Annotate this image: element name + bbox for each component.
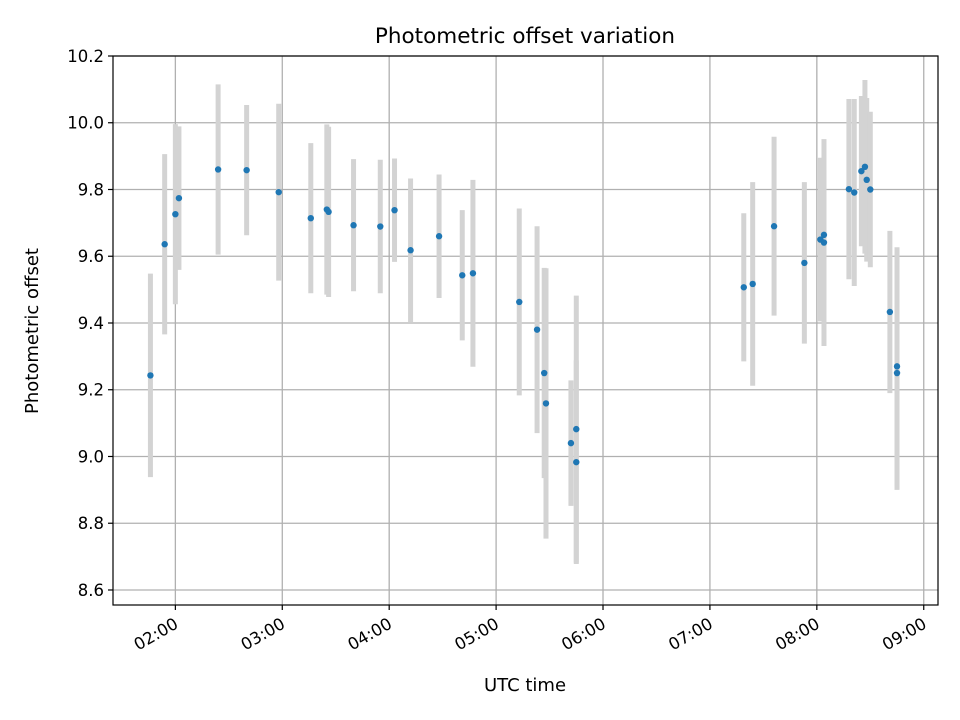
data-point [820,239,828,246]
data-point [542,400,550,407]
data-point [325,208,332,216]
data-point [867,186,874,193]
data-point [172,210,179,218]
data-point [573,458,580,466]
data-point [801,259,808,267]
y-tick-label: 9.0 [78,447,104,466]
data-point [275,188,282,196]
data-point [770,223,778,230]
y-tick-label: 10.2 [67,47,104,66]
y-tick-label: 8.6 [78,581,104,600]
data-point [377,223,384,230]
data-point [749,280,756,288]
data-point [740,284,747,291]
data-point [820,231,828,239]
data-point [858,167,865,175]
data-point [391,206,398,214]
data-point [851,189,858,196]
data-point [567,439,575,447]
data-point [893,363,901,370]
data-point [175,194,183,202]
y-tick-label: 10.0 [67,114,104,133]
y-tick-label: 9.8 [78,180,104,199]
data-points [147,163,901,466]
data-point [407,247,414,254]
data-point [243,166,250,174]
data-point [886,308,894,316]
data-point [863,176,870,184]
plot-frame [112,55,939,606]
data-point [845,185,853,193]
data-point [147,372,154,379]
y-tick-label: 9.4 [78,314,104,333]
data-point [459,272,466,279]
data-point [893,369,901,377]
data-point [861,163,869,171]
data-point [516,298,523,306]
x-axis-title: UTC time [484,675,566,696]
y-tick-label: 9.2 [78,381,104,400]
data-point [350,222,357,229]
data-point [307,214,314,222]
data-point [573,425,580,433]
chart-title: Photometric offset variation [375,24,675,49]
y-axis-title: Photometric offset [22,248,43,414]
data-point [469,270,477,277]
data-point [533,326,541,333]
data-point [435,233,443,240]
data-point [214,166,222,173]
data-point [541,369,548,377]
y-tick-label: 9.6 [78,247,104,266]
y-tick-label: 8.8 [78,514,104,533]
data-point [161,241,168,248]
